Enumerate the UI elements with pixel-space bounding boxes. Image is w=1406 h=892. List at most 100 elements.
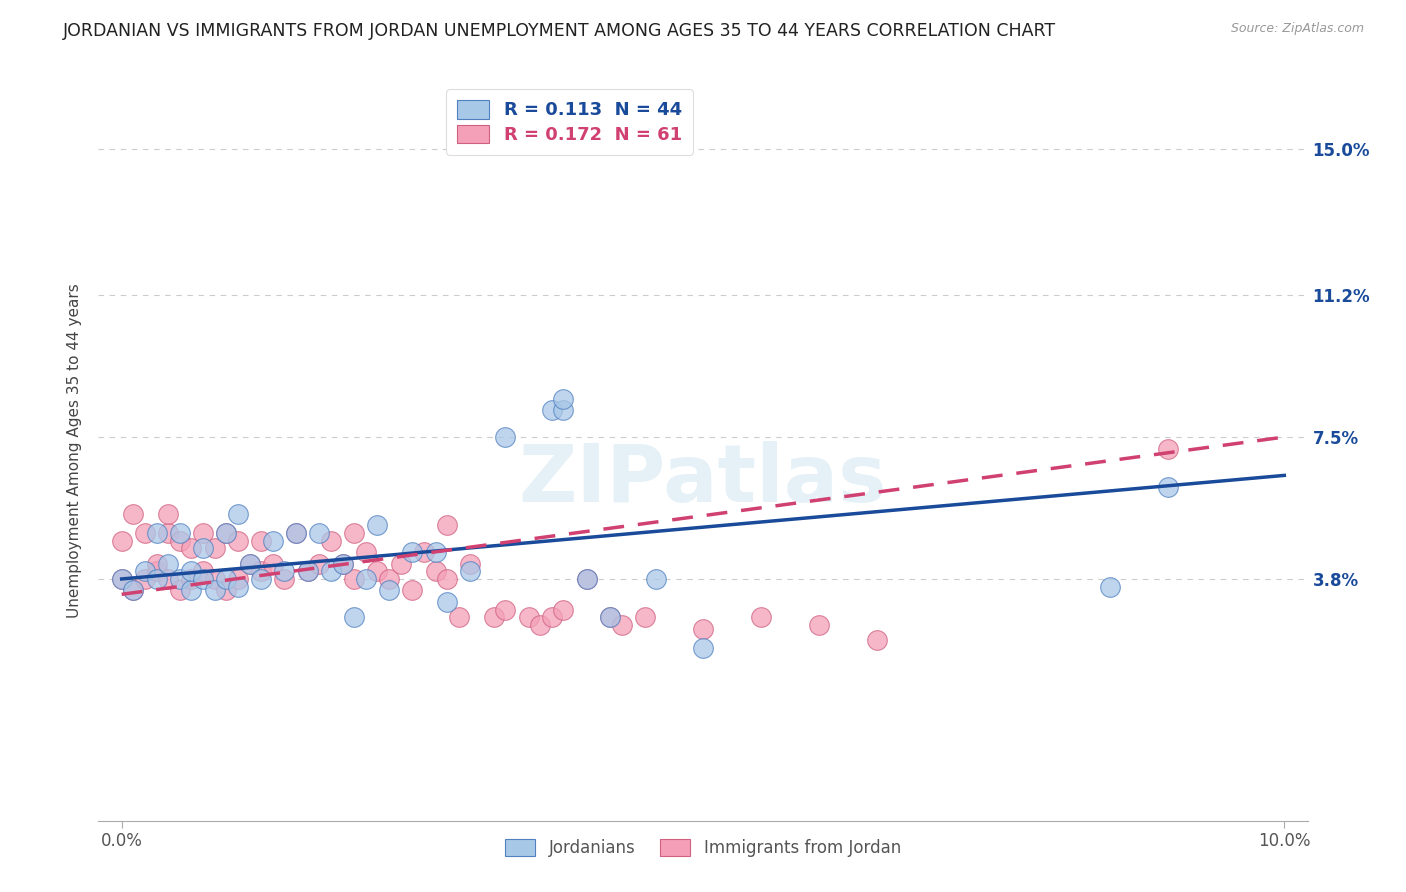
Point: [343, 610, 366, 624]
Point: [308, 525, 330, 540]
Point: [285, 525, 308, 540]
Point: [425, 564, 447, 578]
Point: [482, 610, 505, 624]
Point: [332, 557, 354, 571]
Text: JORDANIAN VS IMMIGRANTS FROM JORDAN UNEMPLOYMENT AMONG AGES 35 TO 44 YEARS CORRE: JORDANIAN VS IMMIGRANTS FROM JORDAN UNEM…: [63, 22, 1056, 40]
Point: [180, 572, 202, 586]
Point: [447, 610, 470, 624]
Point: [226, 580, 249, 594]
Point: [145, 525, 167, 540]
Point: [1157, 480, 1180, 494]
Point: [553, 392, 575, 406]
Point: [169, 572, 191, 586]
Point: [180, 541, 202, 556]
Point: [250, 564, 273, 578]
Point: [250, 533, 273, 548]
Point: [145, 557, 167, 571]
Point: [145, 564, 167, 578]
Point: [553, 602, 575, 616]
Point: [297, 564, 319, 578]
Point: [262, 557, 284, 571]
Point: [599, 610, 621, 624]
Point: [692, 622, 714, 636]
Point: [239, 557, 262, 571]
Point: [204, 583, 226, 598]
Point: [134, 572, 156, 586]
Point: [169, 583, 191, 598]
Point: [460, 557, 482, 571]
Point: [297, 564, 319, 578]
Point: [191, 541, 214, 556]
Point: [378, 583, 401, 598]
Point: [134, 564, 156, 578]
Point: [610, 618, 633, 632]
Point: [866, 633, 889, 648]
Point: [343, 525, 366, 540]
Point: [354, 572, 377, 586]
Point: [169, 525, 191, 540]
Point: [157, 507, 180, 521]
Point: [634, 610, 657, 624]
Point: [285, 525, 308, 540]
Point: [111, 572, 134, 586]
Point: [157, 572, 180, 586]
Point: [226, 572, 249, 586]
Point: [157, 557, 180, 571]
Point: [494, 602, 516, 616]
Point: [378, 572, 401, 586]
Point: [215, 525, 238, 540]
Point: [273, 572, 295, 586]
Point: [692, 640, 714, 655]
Point: [575, 572, 598, 586]
Point: [204, 572, 226, 586]
Point: [645, 572, 668, 586]
Point: [226, 533, 249, 548]
Point: [529, 618, 551, 632]
Point: [460, 564, 482, 578]
Point: [145, 572, 167, 586]
Point: [553, 403, 575, 417]
Point: [157, 525, 180, 540]
Text: Source: ZipAtlas.com: Source: ZipAtlas.com: [1230, 22, 1364, 36]
Point: [354, 545, 377, 559]
Point: [517, 610, 540, 624]
Point: [319, 564, 342, 578]
Point: [191, 572, 214, 586]
Point: [169, 533, 191, 548]
Point: [180, 583, 202, 598]
Point: [226, 507, 249, 521]
Point: [262, 533, 284, 548]
Text: ZIPatlas: ZIPatlas: [519, 441, 887, 519]
Point: [273, 564, 295, 578]
Point: [134, 525, 156, 540]
Point: [413, 545, 436, 559]
Point: [540, 403, 562, 417]
Point: [111, 533, 134, 548]
Point: [401, 583, 423, 598]
Point: [494, 430, 516, 444]
Point: [215, 583, 238, 598]
Point: [191, 564, 214, 578]
Point: [122, 583, 145, 598]
Point: [436, 572, 458, 586]
Point: [1157, 442, 1180, 456]
Point: [401, 545, 423, 559]
Point: [749, 610, 772, 624]
Legend: Jordanians, Immigrants from Jordan: Jordanians, Immigrants from Jordan: [499, 832, 907, 864]
Point: [204, 541, 226, 556]
Y-axis label: Unemployment Among Ages 35 to 44 years: Unemployment Among Ages 35 to 44 years: [67, 283, 83, 618]
Point: [436, 595, 458, 609]
Point: [599, 610, 621, 624]
Point: [1098, 580, 1121, 594]
Point: [389, 557, 412, 571]
Point: [250, 572, 273, 586]
Point: [575, 572, 598, 586]
Point: [308, 557, 330, 571]
Point: [122, 583, 145, 598]
Point: [366, 564, 388, 578]
Point: [215, 572, 238, 586]
Point: [111, 572, 134, 586]
Point: [180, 564, 202, 578]
Point: [808, 618, 831, 632]
Point: [425, 545, 447, 559]
